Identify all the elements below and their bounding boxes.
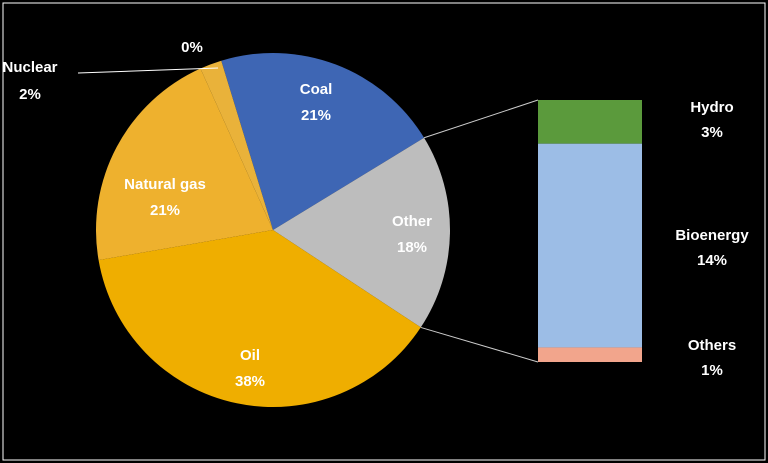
breakdown-label: Hydro <box>690 99 733 116</box>
pie-slice <box>221 53 425 231</box>
connector-line <box>420 326 539 363</box>
pie-slice <box>95 68 273 261</box>
breakdown-value-label: 3% <box>701 124 723 141</box>
slice-value-label: 21% <box>301 107 331 124</box>
connector-line <box>423 99 539 139</box>
slice-label: Other <box>392 213 432 230</box>
slice-value-label: 0% <box>181 39 203 56</box>
breakdown-segment <box>538 143 642 348</box>
breakdown-segment <box>538 100 642 144</box>
breakdown-value-label: 14% <box>697 252 727 269</box>
slice-value-label: 2% <box>19 86 41 103</box>
slice-label: Coal <box>300 81 333 98</box>
slice-value-label: 18% <box>397 239 427 256</box>
breakdown-label: Others <box>688 337 736 354</box>
leader-line <box>77 67 219 74</box>
slice-value-label: 21% <box>150 202 180 219</box>
slice-value-label: 38% <box>235 373 265 390</box>
slice-label: Oil <box>240 347 260 364</box>
pie-slice <box>200 60 273 231</box>
breakdown-segment <box>538 347 642 362</box>
pie-slice <box>273 137 450 328</box>
pie-slice <box>98 230 421 407</box>
slice-label: Nuclear <box>2 59 57 76</box>
breakdown-value-label: 1% <box>701 362 723 379</box>
breakdown-label: Bioenergy <box>675 227 749 244</box>
slice-label: Natural gas <box>124 176 206 193</box>
